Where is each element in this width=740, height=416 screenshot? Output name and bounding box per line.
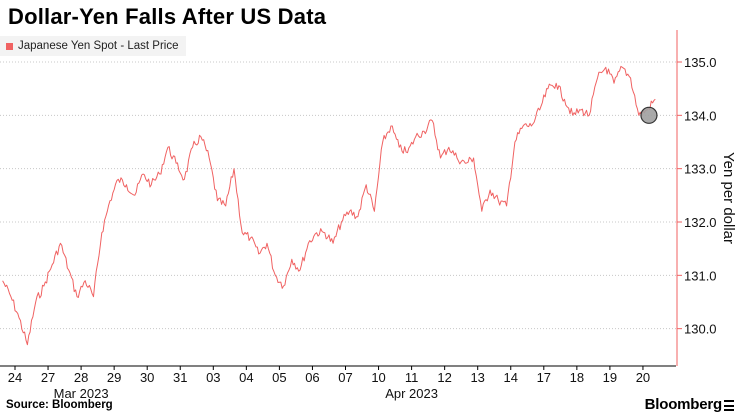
- y-tick-label: 132.0: [684, 215, 717, 230]
- legend-label: Japanese Yen Spot - Last Price: [18, 40, 179, 52]
- x-tick-label: 13: [470, 370, 484, 385]
- y-tick-label: 130.0: [684, 322, 717, 337]
- x-tick-label: 14: [504, 370, 518, 385]
- series-line: [2, 65, 656, 346]
- x-tick-label: 17: [537, 370, 551, 385]
- x-tick-label: 12: [437, 370, 451, 385]
- legend-swatch: [6, 42, 13, 50]
- x-tick-label: 29: [107, 370, 121, 385]
- x-month-label: Apr 2023: [385, 386, 438, 401]
- y-tick-label: 133.0: [684, 162, 717, 177]
- x-month-label: Mar 2023: [54, 386, 109, 401]
- x-tick-label: 19: [603, 370, 617, 385]
- y-tick-label: 131.0: [684, 268, 717, 283]
- x-tick-label: 07: [338, 370, 352, 385]
- x-tick-label: 20: [636, 370, 650, 385]
- x-tick-label: 24: [8, 370, 22, 385]
- x-tick-label: 27: [41, 370, 55, 385]
- legend: Japanese Yen Spot - Last Price: [0, 36, 187, 56]
- x-tick-label: 11: [405, 370, 419, 385]
- source-note: Source: Bloomberg: [6, 399, 113, 411]
- x-tick-label: 03: [206, 370, 220, 385]
- x-tick-label: 10: [371, 370, 385, 385]
- y-tick-label: 135.0: [684, 55, 717, 70]
- chart-title: Dollar-Yen Falls After US Data: [8, 4, 327, 29]
- x-tick-label: 05: [272, 370, 286, 385]
- x-tick-label: 31: [173, 370, 187, 385]
- brand-bars-icon: [724, 400, 734, 411]
- x-tick-label: 18: [570, 370, 584, 385]
- x-tick-label: 06: [305, 370, 319, 385]
- x-tick-label: 04: [239, 370, 253, 385]
- y-tick-label: 134.0: [684, 108, 717, 123]
- x-tick-label: 30: [140, 370, 154, 385]
- y-axis-label: Yen per dollar: [720, 152, 737, 244]
- brand-logo: Bloomberg: [644, 396, 723, 413]
- x-tick-label: 28: [74, 370, 88, 385]
- annotation-marker: [640, 106, 658, 124]
